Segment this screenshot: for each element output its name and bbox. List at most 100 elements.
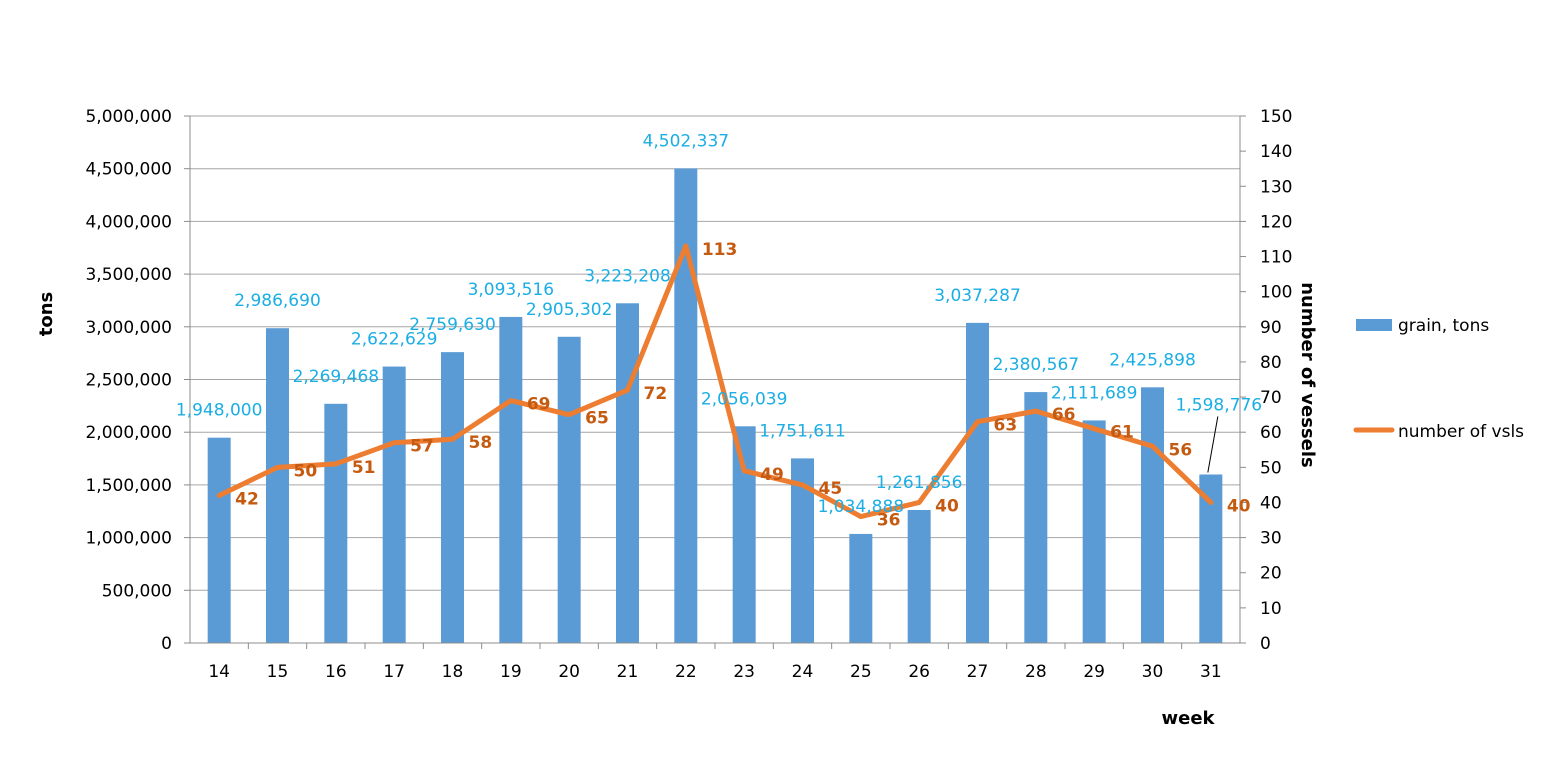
- y-tick-label: 5,000,000: [85, 107, 172, 127]
- y2-tick-label: 20: [1260, 564, 1282, 584]
- bar-data-label: 2,269,468: [293, 367, 380, 387]
- x-tick-label: 27: [967, 662, 989, 682]
- line-data-label: 36: [877, 511, 901, 531]
- x-tick-label: 21: [617, 662, 639, 682]
- bar-data-label: 1,751,611: [759, 421, 846, 441]
- line-series: [216, 243, 1214, 520]
- y2-tick-label: 60: [1260, 423, 1282, 443]
- x-tick-label: 26: [908, 662, 930, 682]
- y2-tick-label: 10: [1260, 599, 1282, 619]
- bar: [324, 403, 348, 643]
- line-data-label: 69: [527, 395, 551, 415]
- y2-tick-label: 0: [1260, 634, 1271, 654]
- y2-tick-label: 40: [1260, 493, 1282, 513]
- line-data-label: 66: [1052, 405, 1076, 425]
- bar-data-label: 3,093,516: [468, 280, 555, 300]
- bar: [207, 437, 231, 643]
- bar: [732, 426, 756, 643]
- y2-tick-label: 130: [1260, 177, 1292, 197]
- bar: [907, 510, 931, 643]
- y-tick-label: 4,500,000: [85, 160, 172, 180]
- bar-data-label: 2,380,567: [993, 355, 1080, 375]
- bar-data-label: 1,261,856: [876, 473, 963, 493]
- bar-label-leader: [1207, 416, 1219, 473]
- y2-tick-label: 140: [1260, 142, 1292, 162]
- line-data-label: 45: [819, 479, 843, 499]
- bar: [674, 168, 698, 643]
- bar-data-label: 2,622,629: [351, 330, 438, 350]
- y-tick-label: 3,500,000: [85, 265, 172, 285]
- y-tick-label: 2,500,000: [85, 371, 172, 391]
- legend-swatch-bar: [1356, 319, 1392, 331]
- line-data-label: 40: [1227, 496, 1251, 516]
- line-data-label: 63: [994, 416, 1018, 436]
- bar-data-label: 2,986,690: [234, 291, 321, 311]
- bar: [791, 458, 814, 643]
- y-tick-label: 0: [161, 634, 172, 654]
- y-axis-title: tons: [36, 292, 57, 337]
- y-tick-label: 1,500,000: [85, 476, 172, 496]
- line-data-label: 61: [1110, 423, 1134, 443]
- x-tick-label: 18: [442, 662, 464, 682]
- data-labels: 1,948,000 2,986,690 2,269,468 2,622,6292,75…: [176, 131, 1262, 530]
- line-data-label: 72: [644, 384, 668, 404]
- x-tick-label: 29: [1083, 662, 1105, 682]
- bar: [441, 352, 464, 643]
- legend-label-line: number of vsls: [1398, 422, 1524, 442]
- y2-tick-label: 100: [1260, 283, 1292, 303]
- x-tick-label: 25: [850, 662, 872, 682]
- x-tick-label: 22: [675, 662, 697, 682]
- legend: grain, tons number of vsls: [1353, 316, 1524, 442]
- line-data-label: 65: [585, 409, 609, 429]
- line-data-label: 49: [760, 465, 784, 485]
- x-tick-label: 16: [325, 662, 347, 682]
- line-data-label: 57: [410, 437, 434, 457]
- y2-tick-label: 150: [1260, 107, 1292, 127]
- x-axis-title: week: [1161, 708, 1215, 729]
- bar-data-label: 2,759,630: [409, 315, 496, 335]
- y2-tick-label: 110: [1260, 248, 1292, 268]
- gridlines: [190, 115, 1240, 591]
- x-tick-label: 31: [1200, 662, 1222, 682]
- bar-data-label: 1,598,776: [1176, 395, 1263, 415]
- line-data-label: 113: [702, 240, 738, 260]
- x-tick-label: 20: [558, 662, 580, 682]
- bar-data-label: 2,905,302: [526, 300, 613, 320]
- x-tick-label: 24: [792, 662, 814, 682]
- x-tick-label: 30: [1142, 662, 1164, 682]
- line-path: [216, 243, 1214, 520]
- y-tick-label: 2,000,000: [85, 423, 172, 443]
- bar: [1024, 392, 1048, 643]
- bar: [1141, 387, 1164, 643]
- y-tick-label: 4,000,000: [85, 212, 172, 232]
- y-tick-label: 1,000,000: [85, 529, 172, 549]
- y2-tick-label: 90: [1260, 318, 1282, 338]
- bar-data-label: 1,948,000: [176, 401, 263, 421]
- y2-axis-title: number of vessels: [1297, 282, 1318, 468]
- line-data-label: 40: [935, 496, 959, 516]
- bar-data-label: 2,425,898: [1109, 350, 1196, 370]
- bar: [557, 336, 581, 643]
- line-data-label: 42: [235, 489, 259, 509]
- y2-tick-label: 80: [1260, 353, 1282, 373]
- line-data-label: 51: [352, 458, 376, 478]
- y-tick-label: 3,000,000: [85, 318, 172, 338]
- x-tick-label: 15: [267, 662, 289, 682]
- y-tick-label: 500,000: [102, 581, 172, 601]
- line-data-label: 50: [294, 461, 318, 481]
- bar: [966, 322, 989, 643]
- line-data-label: 58: [469, 433, 493, 453]
- bar: [616, 303, 639, 643]
- y2-tick-label: 30: [1260, 529, 1282, 549]
- bar-data-label: 4,502,337: [643, 131, 730, 151]
- bar-data-label: 1,034,888: [818, 497, 905, 517]
- x-tick-label: 23: [733, 662, 755, 682]
- y2-tick-label: 70: [1260, 388, 1282, 408]
- line-data-label: 56: [1169, 440, 1193, 460]
- bar: [499, 316, 523, 643]
- bar: [266, 328, 289, 643]
- x-tick-label: 28: [1025, 662, 1047, 682]
- legend-label-bar: grain, tons: [1398, 316, 1489, 336]
- bar-data-label: 2,111,689: [1051, 383, 1138, 403]
